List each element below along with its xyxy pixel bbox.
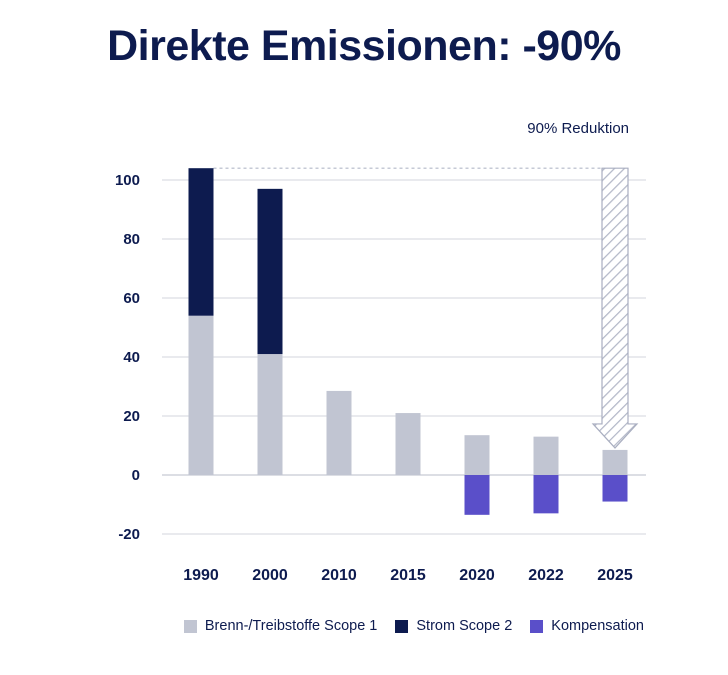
y-tick-label: -20 [118,526,140,543]
bar-2025-series-0 [602,449,628,475]
x-tick-label: 2010 [321,567,357,584]
legend-item-scope2: Strom Scope 2 [395,618,512,634]
bar-1990-series-0 [188,315,214,475]
legend-swatch-scope1 [183,619,197,633]
legend-label-kompensation: Kompensation [551,618,644,634]
y-tick-label: 0 [132,467,140,484]
x-tick-label: 2025 [597,567,633,584]
legend-swatch-scope2 [395,619,409,633]
reduction-arrow [591,167,639,449]
chart-title: Direkte Emissionen: -90% [107,22,621,70]
emissions-chart: 100 80 60 40 20 0 -20 1990 2000 2010 2015 2020 2022 2… [115,120,646,584]
legend-swatch-kompensation [530,619,544,633]
x-tick-label: 2022 [528,567,564,584]
bar-2000-series-0 [257,354,283,475]
x-tick-label: 1990 [183,567,219,584]
y-tick-label: 100 [115,172,140,189]
bar-2022-series-2 [533,475,559,514]
bar-2020-series-2 [464,475,490,515]
x-tick-label: 2000 [252,567,288,584]
legend-item-scope1: Brenn-/Treibstoffe Scope 1 [183,618,378,634]
bar-2022-series-0 [533,436,559,475]
bar-2015-series-0 [395,413,421,475]
legend-label-scope1: Brenn-/Treibstoffe Scope 1 [204,618,378,634]
x-tick-label: 2020 [459,567,495,584]
x-tick-label: 2015 [390,567,426,584]
bar-1990-series-1 [188,168,214,316]
bar-2020-series-0 [464,435,490,475]
bar-2010-series-0 [326,390,352,475]
bar-2025-series-2 [602,475,628,502]
y-tick-label: 80 [123,231,140,248]
legend-label-scope2: Strom Scope 2 [416,618,513,634]
y-tick-label: 40 [123,349,140,366]
chart-legend: Brenn-/Treibstoffe Scope 1 Strom Scope 2… [0,618,728,634]
bar-2000-series-1 [257,188,283,355]
reduction-annotation: 90% Reduktion [527,120,629,137]
y-tick-label: 60 [123,290,140,307]
y-tick-label: 20 [123,408,140,425]
legend-item-kompensation: Kompensation [530,618,644,634]
